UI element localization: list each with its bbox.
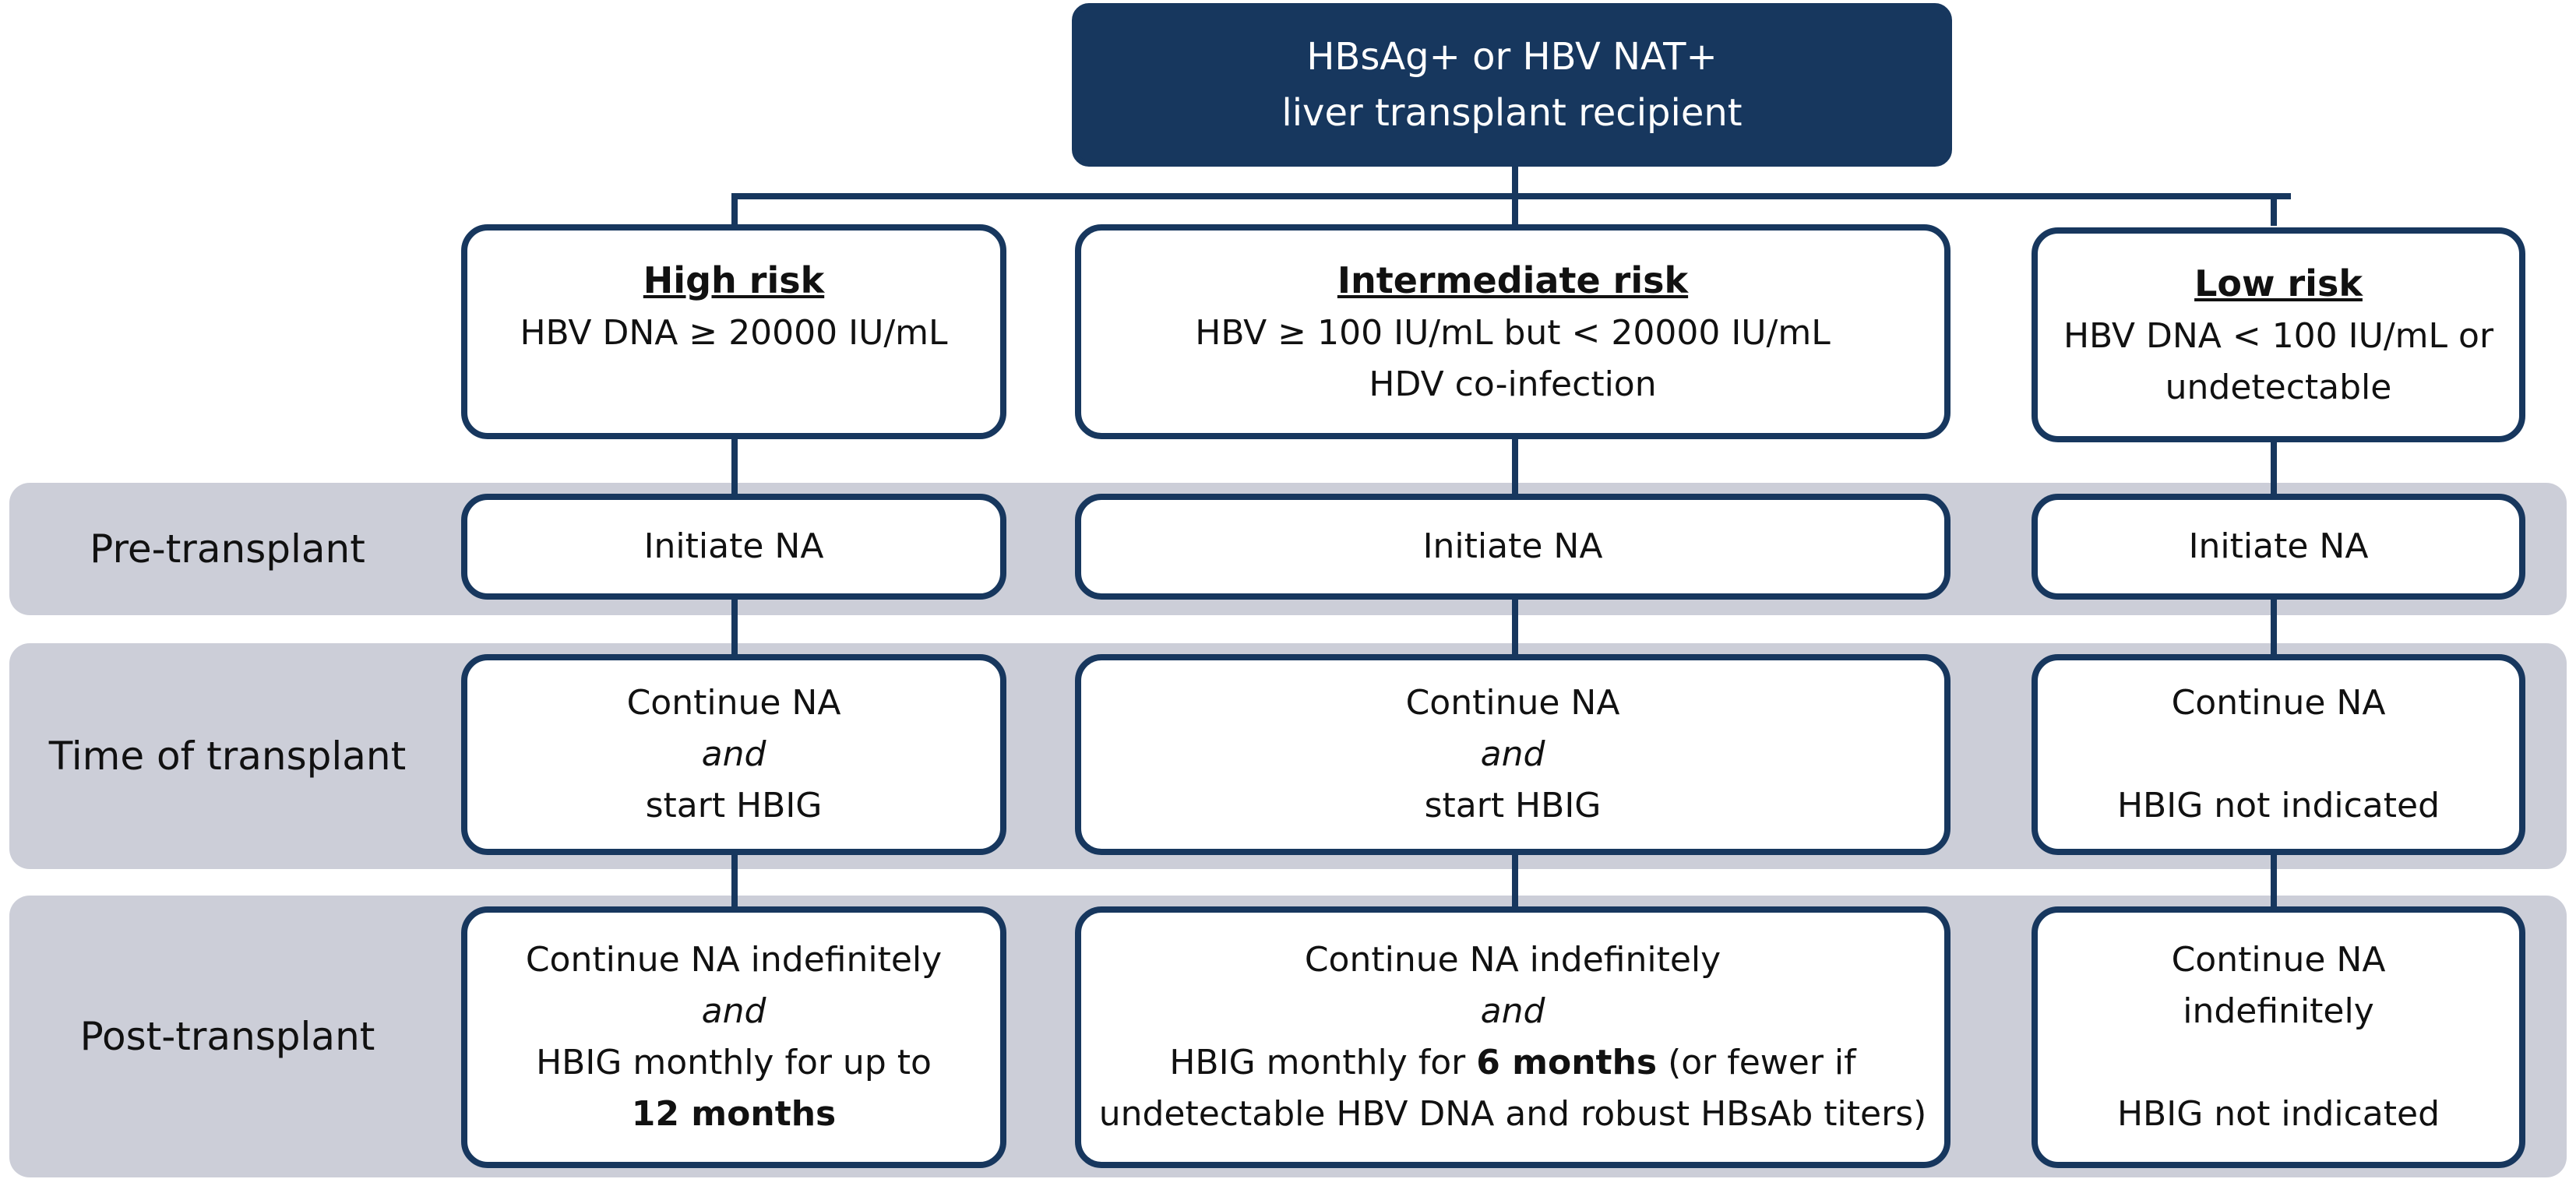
connector-root-down (1512, 164, 1518, 196)
post-intermediate-line1: Continue NA indefinitely (1304, 940, 1721, 980)
time-high-line1: Continue NA (626, 683, 841, 723)
connector-intermediate-top (1512, 193, 1518, 224)
pre-high-text: Initiate NA (643, 526, 824, 566)
time-low-line3: HBIG not indicated (2116, 786, 2440, 825)
post-high-line3: HBIG monthly for up to (536, 1043, 932, 1082)
time-box-high: Continue NA and start HBIG (461, 654, 1006, 855)
post-high-line4-bold: 12 months (631, 1094, 837, 1134)
stage-label-pre: Pre-transplant (90, 526, 365, 572)
post-box-intermediate: Continue NA indefinitely and HBIG monthl… (1075, 906, 1951, 1168)
post-intermediate-line3-post: (or fewer if (1657, 1043, 1856, 1082)
post-box-high: Continue NA indefinitely and HBIG monthl… (461, 906, 1006, 1168)
risk-intermediate-line1: HBV ≥ 100 IU/mL but < 20000 IU/mL (1195, 313, 1831, 353)
root-line1: HBsAg+ or HBV NAT+ (1306, 35, 1718, 79)
time-box-intermediate: Continue NA and start HBIG (1075, 654, 1951, 855)
root-line2: liver transplant recipient (1281, 91, 1743, 135)
pre-box-high: Initiate NA (461, 494, 1006, 600)
pre-low-text: Initiate NA (2188, 526, 2369, 566)
risk-title-low: Low risk (2194, 262, 2363, 304)
risk-intermediate-line2: HDV co-infection (1369, 364, 1657, 404)
risk-low-line2: undetectable (2165, 368, 2392, 407)
stage-label-time: Time of transplant (48, 734, 407, 779)
risk-box-intermediate: Intermediate risk HBV ≥ 100 IU/mL but < … (1075, 224, 1951, 439)
post-high-line2: and (701, 991, 766, 1031)
risk-title-high: High risk (643, 259, 825, 301)
post-high-line1: Continue NA indefinitely (525, 940, 943, 980)
post-intermediate-line3: HBIG monthly for 6 months (or fewer if (1169, 1037, 1855, 1089)
post-box-low: Continue NA indefinitely HBIG not indica… (2032, 906, 2525, 1168)
post-intermediate-line3-bold: 6 months (1476, 1043, 1658, 1082)
risk-low-line1: HBV DNA < 100 IU/mL or (2063, 316, 2494, 356)
post-intermediate-line3-pre: HBIG monthly for (1169, 1043, 1477, 1082)
risk-box-low: Low risk HBV DNA < 100 IU/mL or undetect… (2032, 227, 2525, 442)
pre-box-intermediate: Initiate NA (1075, 494, 1951, 600)
pre-intermediate-text: Initiate NA (1422, 526, 1603, 566)
stage-label-post: Post-transplant (79, 1014, 375, 1059)
connector-low-top (2271, 193, 2277, 226)
post-intermediate-line2: and (1480, 991, 1545, 1031)
risk-title-intermediate: Intermediate risk (1337, 259, 1689, 301)
pre-box-low: Initiate NA (2032, 494, 2525, 600)
post-low-line4: HBIG not indicated (2116, 1094, 2440, 1134)
post-low-line1: Continue NA (2171, 940, 2386, 980)
risk-box-high: High risk HBV DNA ≥ 20000 IU/mL (461, 224, 1006, 439)
connector-high-top (731, 193, 738, 224)
risk-high-line1: HBV DNA ≥ 20000 IU/mL (520, 313, 948, 353)
time-intermediate-line3: start HBIG (1424, 786, 1602, 825)
time-low-line1: Continue NA (2171, 683, 2386, 723)
post-low-line2: indefinitely (2183, 991, 2374, 1031)
time-high-line2: and (701, 734, 766, 774)
time-box-low: Continue NA HBIG not indicated (2032, 654, 2525, 855)
post-high-line4: 12 months (632, 1089, 837, 1140)
time-intermediate-line1: Continue NA (1405, 683, 1620, 723)
post-intermediate-line4: undetectable HBV DNA and robust HBsAb ti… (1098, 1094, 1927, 1134)
connector-horizontal-bar (731, 193, 2291, 199)
root-box: HBsAg+ or HBV NAT+ liver transplant reci… (1072, 3, 1952, 167)
time-high-line3: start HBIG (645, 786, 823, 825)
time-intermediate-line2: and (1480, 734, 1545, 774)
